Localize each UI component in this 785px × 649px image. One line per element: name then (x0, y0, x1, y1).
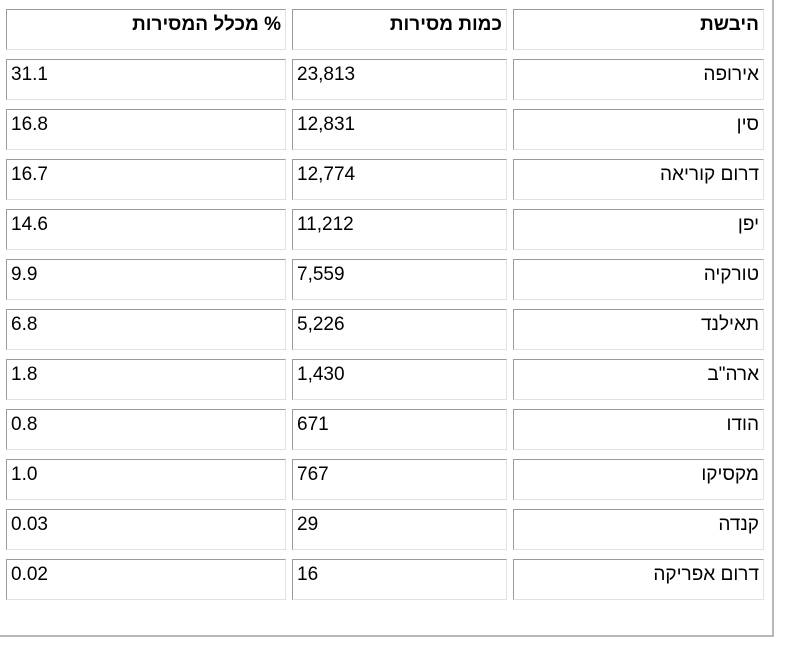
header-region: היבשת (513, 9, 764, 50)
table-row: הודו 671 0.8 (6, 409, 764, 450)
table-row: יפן 11,212 14.6 (6, 209, 764, 250)
header-percent-label: % מכלל המסירות (132, 14, 281, 35)
table-row: קנדה 29 0.03 (6, 509, 764, 550)
percent-cell-text: 0.03 (11, 514, 48, 535)
region-cell: אירופה (513, 59, 764, 100)
percent-cell: 14.6 (6, 209, 286, 250)
percent-cell: 16.7 (6, 159, 286, 200)
quantity-cell: 12,831 (292, 109, 507, 150)
percent-cell-text: 16.7 (11, 164, 48, 185)
quantity-cell: 1,430 (292, 359, 507, 400)
percent-cell: 9.9 (6, 259, 286, 300)
quantity-cell: 12,774 (292, 159, 507, 200)
deliveries-table: היבשת כמות מסירות % מכלל המסירות אירופה 2… (6, 9, 764, 600)
percent-cell: 1.8 (6, 359, 286, 400)
percent-cell-text: 14.6 (11, 214, 48, 235)
percent-cell: 1.0 (6, 459, 286, 500)
quantity-cell: 23,813 (292, 59, 507, 100)
percent-cell-text: 0.02 (11, 564, 48, 585)
region-cell: קנדה (513, 509, 764, 550)
header-percent: % מכלל המסירות (6, 9, 286, 50)
header-region-label: היבשת (700, 14, 759, 35)
quantity-cell-text: 23,813 (297, 64, 356, 85)
region-cell: מקסיקו (513, 459, 764, 500)
region-cell-text: תאילנד (701, 314, 759, 335)
percent-cell: 31.1 (6, 59, 286, 100)
percent-cell-text: 9.9 (11, 264, 38, 285)
region-cell: תאילנד (513, 309, 764, 350)
quantity-cell: 16 (292, 559, 507, 600)
region-cell: סין (513, 109, 764, 150)
quantity-cell-text: 7,559 (297, 264, 345, 285)
quantity-cell-text: 767 (297, 464, 329, 485)
region-cell-text: טורקיה (703, 264, 759, 285)
percent-cell-text: 0.8 (11, 414, 38, 435)
quantity-cell-text: 11,212 (297, 214, 354, 235)
header-quantity: כמות מסירות (292, 9, 507, 50)
quantity-cell: 5,226 (292, 309, 507, 350)
quantity-cell-text: 29 (297, 514, 319, 535)
quantity-cell: 11,212 (292, 209, 507, 250)
table-row: ארה"ב 1,430 1.8 (6, 359, 764, 400)
table-row: תאילנד 5,226 6.8 (6, 309, 764, 350)
quantity-cell: 29 (292, 509, 507, 550)
region-cell: דרום אפריקה (513, 559, 764, 600)
percent-cell: 6.8 (6, 309, 286, 350)
region-cell: הודו (513, 409, 764, 450)
region-cell-text: דרום קוריאה (660, 164, 759, 185)
quantity-cell-text: 671 (297, 414, 329, 435)
table-row: דרום אפריקה 16 0.02 (6, 559, 764, 600)
region-cell: יפן (513, 209, 764, 250)
quantity-cell-text: 12,774 (297, 164, 356, 185)
region-cell-text: קנדה (718, 514, 759, 535)
table-row: טורקיה 7,559 9.9 (6, 259, 764, 300)
region-cell-text: ארה"ב (707, 364, 759, 385)
table-frame (0, 0, 774, 637)
region-cell: ארה"ב (513, 359, 764, 400)
percent-cell: 16.8 (6, 109, 286, 150)
quantity-cell: 767 (292, 459, 507, 500)
percent-cell-text: 31.1 (11, 64, 48, 85)
quantity-cell-text: 5,226 (297, 314, 345, 335)
percent-cell: 0.02 (6, 559, 286, 600)
percent-cell-text: 1.8 (11, 364, 38, 385)
region-cell-text: יפן (737, 214, 759, 235)
region-cell-text: אירופה (703, 64, 759, 85)
table-row: סין 12,831 16.8 (6, 109, 764, 150)
region-cell: טורקיה (513, 259, 764, 300)
table-row: אירופה 23,813 31.1 (6, 59, 764, 100)
table-row: דרום קוריאה 12,774 16.7 (6, 159, 764, 200)
percent-cell: 0.8 (6, 409, 286, 450)
header-quantity-label: כמות מסירות (389, 14, 502, 35)
quantity-cell: 671 (292, 409, 507, 450)
region-cell: דרום קוריאה (513, 159, 764, 200)
table-header-row: היבשת כמות מסירות % מכלל המסירות (6, 9, 764, 50)
quantity-cell-text: 1,430 (297, 364, 345, 385)
percent-cell-text: 16.8 (11, 114, 48, 135)
quantity-cell: 7,559 (292, 259, 507, 300)
region-cell-text: הודו (726, 414, 759, 435)
table-row: מקסיקו 767 1.0 (6, 459, 764, 500)
region-cell-text: סין (736, 114, 759, 135)
region-cell-text: דרום אפריקה (653, 564, 759, 585)
quantity-cell-text: 12,831 (297, 114, 356, 135)
percent-cell-text: 6.8 (11, 314, 38, 335)
percent-cell: 0.03 (6, 509, 286, 550)
quantity-cell-text: 16 (297, 564, 319, 585)
percent-cell-text: 1.0 (11, 464, 38, 485)
region-cell-text: מקסיקו (701, 464, 759, 485)
